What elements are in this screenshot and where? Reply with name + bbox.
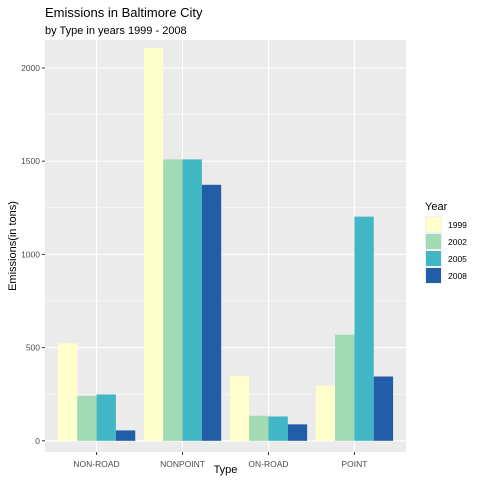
bar-nonpoint-2008 bbox=[201, 184, 222, 441]
bar-series bbox=[57, 47, 394, 441]
bar-on-road-1999 bbox=[229, 376, 250, 441]
y-tick-label: 1500 bbox=[21, 156, 40, 166]
legend-label-2005: 2005 bbox=[448, 254, 467, 264]
bar-non-road-1999 bbox=[57, 343, 78, 441]
legend-key-2002 bbox=[426, 234, 441, 249]
legend-key-1999 bbox=[426, 217, 441, 232]
legend-key-2005 bbox=[426, 251, 441, 266]
legend: Year 1999 2002 2005 2008 bbox=[425, 201, 467, 284]
legend-title: Year bbox=[425, 201, 448, 213]
chart-subtitle: by Type in years 1999 - 2008 bbox=[45, 25, 187, 37]
y-tick-label: 0 bbox=[35, 436, 40, 446]
bar-on-road-2008 bbox=[287, 424, 308, 441]
y-axis: 0 500 1000 1500 2000 bbox=[21, 63, 45, 446]
bar-point-2008 bbox=[373, 376, 394, 441]
y-tick-label: 500 bbox=[26, 343, 40, 353]
y-tick-label: 2000 bbox=[21, 63, 40, 73]
bar-non-road-2005 bbox=[96, 394, 116, 441]
y-axis-title: Emissions(in tons) bbox=[7, 201, 19, 291]
y-tick-label: 1000 bbox=[21, 249, 40, 259]
bar-point-2005 bbox=[354, 216, 374, 441]
bar-on-road-2005 bbox=[268, 416, 288, 441]
bar-point-2002 bbox=[335, 334, 355, 441]
legend-label-1999: 1999 bbox=[448, 220, 467, 230]
bar-nonpoint-1999 bbox=[143, 47, 164, 441]
chart-title: Emissions in Baltimore City bbox=[45, 5, 203, 20]
bar-nonpoint-2002 bbox=[163, 159, 183, 441]
x-axis-title: Type bbox=[214, 464, 238, 476]
x-tick-label: ON-ROAD bbox=[248, 459, 288, 469]
legend-key-2008 bbox=[426, 268, 441, 283]
bar-point-1999 bbox=[315, 385, 336, 441]
x-tick-label: POINT bbox=[341, 459, 367, 469]
bar-on-road-2002 bbox=[249, 415, 269, 441]
x-tick-label: NONPOINT bbox=[160, 459, 205, 469]
legend-label-2002: 2002 bbox=[448, 237, 467, 247]
x-axis: NON-ROAD NONPOINT ON-ROAD POINT bbox=[73, 452, 367, 469]
bar-non-road-2008 bbox=[115, 430, 136, 441]
bar-non-road-2002 bbox=[77, 395, 97, 441]
bar-nonpoint-2005 bbox=[182, 159, 202, 441]
legend-label-2008: 2008 bbox=[448, 271, 467, 281]
x-tick-label: NON-ROAD bbox=[73, 459, 119, 469]
